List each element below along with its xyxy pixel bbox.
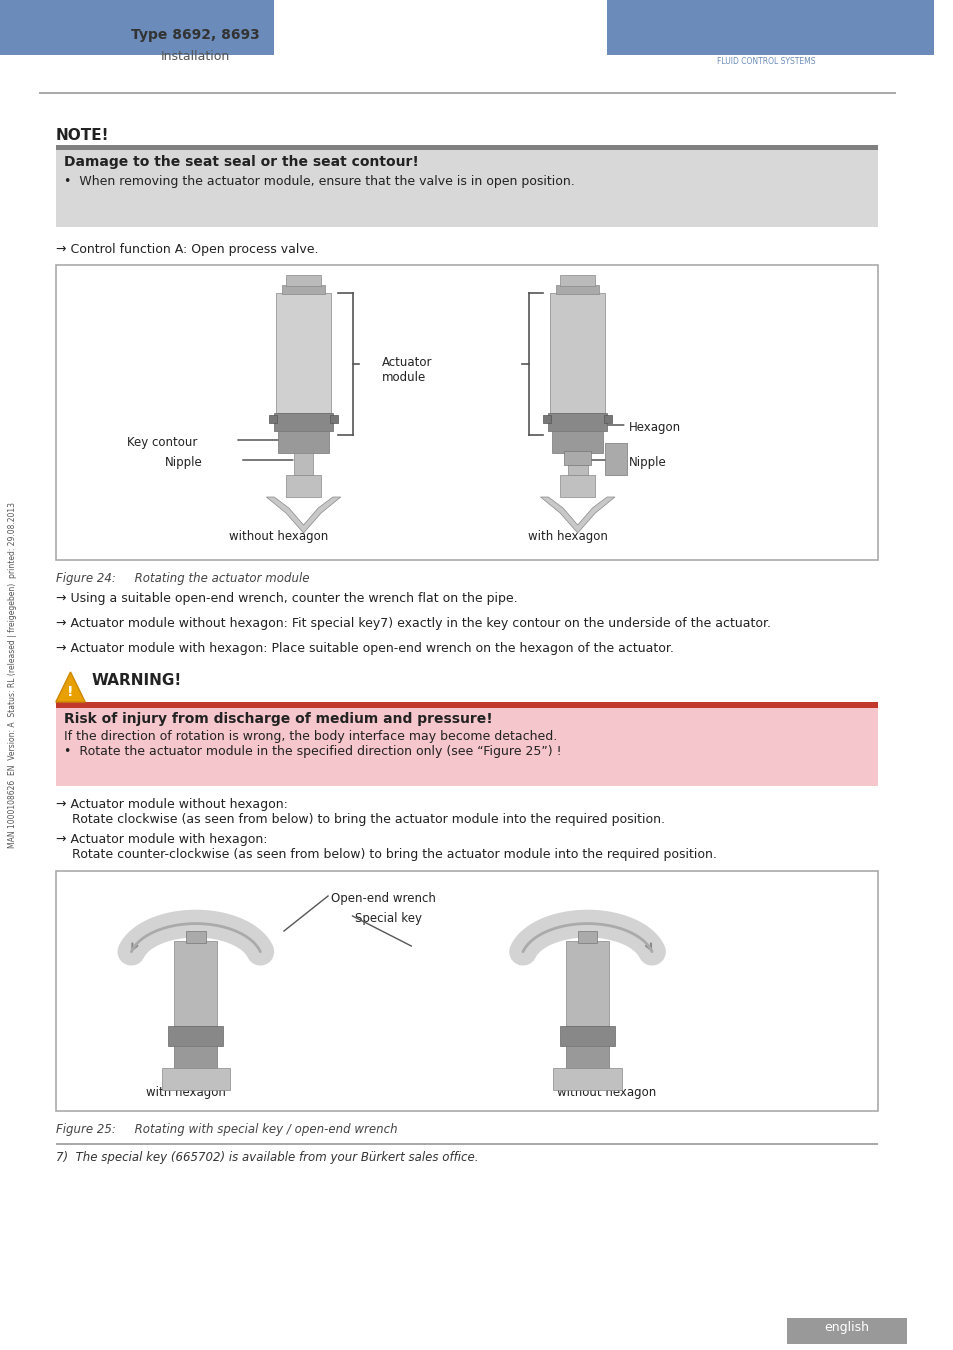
Text: Figure 24:     Rotating the actuator module: Figure 24: Rotating the actuator module — [56, 572, 309, 585]
Text: !: ! — [67, 684, 73, 699]
Bar — [665, 26, 673, 32]
Bar — [174, 1046, 217, 1068]
Text: NOTE!: NOTE! — [56, 128, 110, 143]
Text: •  When removing the actuator module, ensure that the valve is in open position.: • When removing the actuator module, ens… — [64, 176, 574, 188]
Text: → Using a suitable open-end wrench, counter the wrench flat on the pipe.: → Using a suitable open-end wrench, coun… — [56, 593, 517, 605]
Text: •  Rotate the actuator module in the specified direction only (see “Figure 25”) : • Rotate the actuator module in the spec… — [64, 745, 560, 757]
Text: Damage to the seat seal or the seat contour!: Damage to the seat seal or the seat cont… — [64, 155, 418, 169]
Text: MAN 1000108626  EN  Version: A  Status: RL (released | freigegeben)  printed: 29: MAN 1000108626 EN Version: A Status: RL … — [9, 502, 17, 848]
Text: Nipple: Nipple — [628, 456, 666, 468]
Bar — [603, 414, 612, 423]
Bar — [174, 941, 217, 1026]
Text: 7)  The special key (665702) is available from your Bürkert sales office.: 7) The special key (665702) is available… — [56, 1152, 477, 1164]
Bar — [559, 1026, 615, 1046]
Text: bürkert: bürkert — [714, 34, 802, 54]
Bar — [682, 28, 702, 32]
Bar — [0, 0, 274, 55]
Bar — [677, 26, 685, 32]
Bar — [39, 92, 895, 93]
Bar — [286, 475, 321, 497]
Bar — [286, 275, 321, 286]
Bar — [550, 293, 604, 413]
Bar — [169, 1026, 223, 1046]
Text: → Actuator module without hexagon:: → Actuator module without hexagon: — [56, 798, 288, 811]
Text: without hexagon: without hexagon — [230, 531, 329, 543]
Bar — [604, 443, 626, 475]
Bar — [565, 941, 608, 1026]
Text: → Actuator module with hexagon:: → Actuator module with hexagon: — [56, 833, 267, 846]
Text: Installation: Installation — [161, 50, 231, 62]
Text: english: english — [823, 1322, 868, 1334]
Bar — [282, 285, 325, 294]
Bar — [552, 431, 602, 454]
Text: Nipple: Nipple — [164, 456, 202, 468]
Bar — [294, 454, 313, 475]
Text: → Control function A: Open process valve.: → Control function A: Open process valve… — [56, 243, 318, 256]
Bar — [559, 275, 595, 286]
Bar — [786, 1318, 905, 1345]
Bar — [56, 150, 878, 227]
Bar — [278, 431, 329, 454]
Polygon shape — [56, 672, 85, 702]
Text: without hexagon: without hexagon — [557, 1085, 656, 1099]
Text: 55: 55 — [870, 1320, 891, 1335]
Text: Actuator
module: Actuator module — [381, 356, 432, 383]
Text: with hexagon: with hexagon — [527, 531, 607, 543]
Text: Rotate counter-clockwise (as seen from below) to bring the actuator module into : Rotate counter-clockwise (as seen from b… — [56, 848, 716, 861]
Polygon shape — [540, 497, 615, 533]
Text: Rotate clockwise (as seen from below) to bring the actuator module into the requ: Rotate clockwise (as seen from below) to… — [56, 813, 664, 826]
Bar — [330, 414, 337, 423]
Bar — [563, 451, 591, 464]
Text: with hexagon: with hexagon — [146, 1085, 226, 1099]
Bar — [606, 0, 933, 55]
Bar — [56, 707, 878, 786]
Bar — [161, 1068, 230, 1089]
Bar — [543, 414, 551, 423]
Bar — [56, 265, 878, 560]
Bar — [565, 1046, 608, 1068]
Text: → Actuator module with hexagon: Place suitable open-end wrench on the hexagon of: → Actuator module with hexagon: Place su… — [56, 643, 673, 655]
Text: Risk of injury from discharge of medium and pressure!: Risk of injury from discharge of medium … — [64, 711, 492, 726]
Text: → Actuator module without hexagon: Fit special key7) exactly in the key contour : → Actuator module without hexagon: Fit s… — [56, 617, 770, 630]
Bar — [567, 454, 587, 475]
Bar — [56, 1143, 878, 1145]
Bar — [269, 414, 276, 423]
Bar — [275, 293, 331, 413]
Bar — [56, 871, 878, 1111]
Text: If the direction of rotation is wrong, the body interface may become detached.: If the direction of rotation is wrong, t… — [64, 730, 557, 742]
Text: Open-end wrench: Open-end wrench — [331, 892, 436, 904]
Bar — [559, 475, 595, 497]
Bar — [186, 931, 206, 944]
Polygon shape — [266, 497, 340, 533]
Text: Figure 25:     Rotating with special key / open-end wrench: Figure 25: Rotating with special key / o… — [56, 1123, 397, 1135]
Text: Special key: Special key — [355, 913, 422, 925]
Bar — [578, 931, 597, 944]
Bar — [548, 413, 606, 431]
Bar — [556, 285, 598, 294]
Text: FLUID CONTROL SYSTEMS: FLUID CONTROL SYSTEMS — [716, 58, 815, 66]
Text: WARNING!: WARNING! — [91, 674, 181, 688]
Bar — [56, 702, 878, 707]
Bar — [553, 1068, 621, 1089]
Text: Hexagon: Hexagon — [628, 421, 680, 433]
Bar — [274, 413, 333, 431]
Text: Key contour: Key contour — [127, 436, 197, 450]
Text: Type 8692, 8693: Type 8692, 8693 — [132, 28, 260, 42]
Bar — [56, 144, 878, 150]
